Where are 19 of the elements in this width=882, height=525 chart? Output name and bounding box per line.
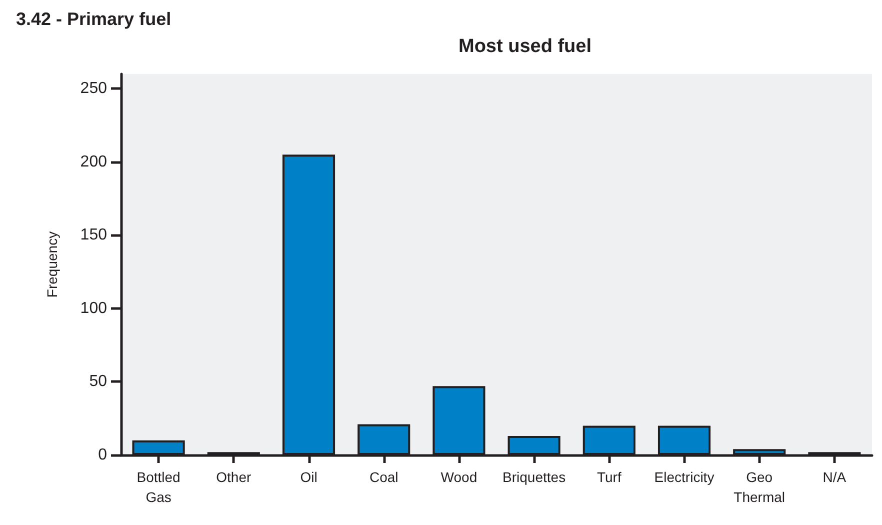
text: 3.42 - Primary fuel	[16, 9, 172, 29]
y-tick-label: 150	[80, 226, 108, 244]
x-tick-label: Turf	[596, 469, 622, 485]
x-tick-label: Bottled Gas	[136, 469, 180, 505]
y-tick-label: 200	[80, 153, 108, 170]
y-tick-label: 0	[98, 446, 108, 464]
chart-title: Most used fuel	[458, 36, 592, 57]
y-tick-label: 250	[80, 80, 108, 98]
y-tick-label: 100	[80, 300, 108, 317]
x-tick-label: Wood	[440, 469, 478, 485]
x-tick-label: Briquettes	[502, 469, 566, 485]
x-tick-label: Electricity	[654, 469, 714, 485]
x-tick-label: Other	[216, 469, 252, 485]
x-tick-label: Geo Thermal	[734, 469, 786, 505]
y-tick-label: 50	[89, 373, 108, 390]
y-axis-title: Frequency	[44, 231, 60, 298]
x-tick-label: N/A	[822, 469, 847, 485]
x-tick-label: Oil	[300, 469, 318, 485]
x-tick-label: Coal	[369, 469, 398, 485]
